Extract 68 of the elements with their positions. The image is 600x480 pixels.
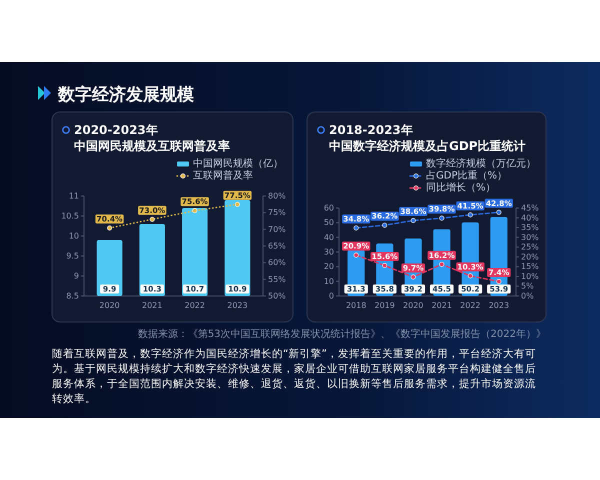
point xyxy=(354,225,359,230)
y-tick-label: 10 xyxy=(324,276,334,286)
y2-tick-label: 45% xyxy=(521,204,540,212)
y2-tick-label: 40% xyxy=(521,213,540,222)
y2-tick-label: 30% xyxy=(521,232,540,242)
y-tick-label: 30 xyxy=(324,248,334,256)
chart-subtitle: 中国数字经济规模及占GDP比重统计 xyxy=(329,139,526,153)
y2-tick-label: 80% xyxy=(268,192,286,200)
y2-tick-label: 5% xyxy=(521,282,534,291)
y2-tick-label: 75% xyxy=(268,208,286,218)
y2-tick-label: 65% xyxy=(268,242,286,250)
chart-title: 2020-2023年 xyxy=(74,123,158,137)
y-tick-label: 10.5 xyxy=(61,212,79,220)
legend-label: 互联网普及率 xyxy=(193,170,253,182)
y2-tick-label: 50% xyxy=(268,292,286,300)
chart-subtitle: 中国网民规模及互联网普及率 xyxy=(74,139,230,153)
point xyxy=(107,226,112,230)
point xyxy=(354,252,359,258)
point xyxy=(468,273,473,278)
point xyxy=(192,208,198,214)
point xyxy=(382,262,388,268)
point xyxy=(150,216,155,222)
y2-tick-label: 20% xyxy=(521,252,540,262)
point xyxy=(439,262,444,267)
y-tick-label: 10 xyxy=(68,232,79,240)
legend-label: 中国网民规模（亿） xyxy=(193,158,283,170)
y2-tick-label: 25% xyxy=(521,242,540,252)
y-tick-label: 9 xyxy=(74,272,79,280)
y2-tick-label: 15% xyxy=(521,262,540,272)
text: 随着互联网普及，数字经济作为国民经济增长的“新引擎”，发挥着至关重要的作用，平台经济大有可为。基于网民规模持续扩大和数字经济快速发展，家居企业可借助互联网家居服务平台构建健全售后服务体系，于全国范围内解决安装、维修、退货、返货、以旧换新等售后服务需求，提升市场资源流转效率。 xyxy=(52,347,537,407)
y-tick-label: 8.5 xyxy=(66,292,79,300)
x-tick-label: 2018 xyxy=(346,301,366,310)
point xyxy=(468,212,473,218)
legend-label: 同比增长（%） xyxy=(426,182,496,194)
y2-tick-label: 55% xyxy=(268,274,286,284)
x-tick-label: 2020 xyxy=(99,301,120,310)
y2-tick-label: 70% xyxy=(268,224,286,234)
point xyxy=(439,216,444,221)
text: 数字经济发展规模 xyxy=(57,85,194,105)
y2-tick-label: 0% xyxy=(521,292,534,300)
x-tick-label: 2023 xyxy=(227,301,248,310)
y-tick-label: 9.5 xyxy=(66,252,79,260)
x-tick-label: 2022 xyxy=(184,301,205,310)
x-tick-label: 2019 xyxy=(374,301,395,310)
point xyxy=(410,218,416,224)
point xyxy=(234,202,240,207)
x-tick-label: 2020 xyxy=(403,301,424,310)
point xyxy=(410,274,416,280)
source-note: 数据来源：《第53次中国互联网络发展状况统计报告》、《数字中国发展报告（2022年）》 xyxy=(136,328,546,341)
y2-tick-label: 10% xyxy=(521,272,540,281)
x-tick-label: 2022 xyxy=(460,301,480,310)
x-tick-label: 2021 xyxy=(142,301,162,310)
y-tick-label: 50 xyxy=(324,218,334,228)
chart-title: 2018-2023年 xyxy=(329,123,413,137)
y-tick-label: 40 xyxy=(324,232,334,242)
y2-tick-label: 60% xyxy=(268,258,286,268)
y-tick-label: 11 xyxy=(68,192,79,200)
y-tick-label: 0 xyxy=(328,292,334,300)
legend-label: 占GDP比重（%） xyxy=(426,170,507,182)
point xyxy=(496,279,502,284)
point xyxy=(496,210,502,215)
x-tick-label: 2021 xyxy=(432,301,452,310)
y-tick-label: 20 xyxy=(324,262,334,272)
legend-label: 数字经济规模（万亿元） xyxy=(426,158,536,170)
x-tick-label: 2023 xyxy=(488,301,510,310)
y-tick-label: 60 xyxy=(324,204,334,212)
point xyxy=(382,222,388,228)
y2-tick-label: 35% xyxy=(521,223,540,232)
